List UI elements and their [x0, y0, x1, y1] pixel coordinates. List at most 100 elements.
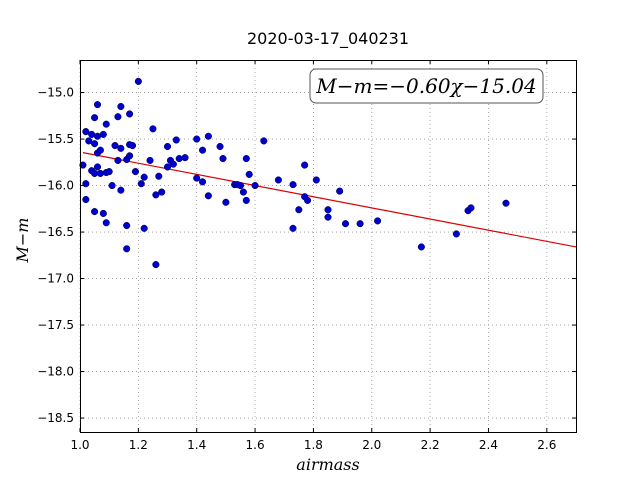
data-point [301, 161, 309, 169]
axis-ticks: 1.0 1.2 1.4 1.6 1.8 2.0 2.2 2.4 2.6 −15.0 −15.5 −16… [37, 60, 576, 452]
data-point [140, 173, 148, 181]
x-tick-label: 1.4 [187, 438, 206, 452]
data-point [126, 110, 134, 118]
data-point [193, 135, 201, 143]
data-point [216, 142, 224, 151]
x-tick-label: 1.0 [70, 438, 89, 452]
x-tick-label: 2.4 [479, 438, 498, 452]
data-point [140, 224, 148, 232]
data-point [245, 170, 253, 178]
data-point [152, 191, 160, 199]
data-point [82, 180, 90, 188]
y-tick-label: −18.0 [37, 365, 74, 379]
data-point [99, 209, 107, 217]
data-point [126, 152, 134, 160]
y-tick-label: −17.5 [37, 318, 74, 332]
data-point [417, 243, 425, 251]
data-point [111, 142, 119, 150]
data-point [324, 206, 332, 214]
data-point [131, 168, 139, 176]
data-point [172, 136, 180, 144]
data-point [193, 174, 201, 182]
data-point [289, 224, 297, 232]
data-point [146, 156, 154, 164]
data-point [88, 130, 96, 138]
y-tick-label: −16.0 [37, 179, 74, 193]
data-point [96, 169, 104, 178]
y-axis-label: M−m [13, 218, 32, 264]
data-point [324, 213, 332, 221]
data-point [93, 163, 102, 171]
data-point [169, 160, 177, 168]
data-point [108, 182, 116, 190]
y-tick-label: −15.0 [37, 86, 74, 100]
data-point [242, 196, 250, 204]
data-point [204, 132, 212, 140]
x-axis-label: airmass [296, 455, 359, 474]
data-point [242, 155, 250, 163]
data-point [155, 172, 163, 180]
data-point [452, 230, 460, 238]
data-point [85, 137, 93, 145]
data-point [239, 188, 247, 196]
data-point [163, 142, 172, 151]
data-point [123, 245, 131, 253]
data-point [91, 114, 99, 122]
annotation-text: M−m=−0.60χ−15.04 [315, 74, 536, 98]
data-point [304, 196, 312, 204]
data-point [102, 219, 110, 227]
data-point [102, 120, 110, 128]
data-point [175, 155, 183, 163]
data-point [105, 168, 113, 176]
data-point [117, 102, 125, 111]
data-points [79, 77, 510, 269]
data-point [79, 161, 87, 169]
data-point [82, 128, 90, 136]
data-point [181, 154, 189, 162]
data-point [502, 199, 510, 207]
plot-frame [80, 60, 577, 433]
data-point [341, 220, 350, 228]
x-tick-label: 1.6 [246, 438, 265, 452]
data-point [274, 176, 282, 184]
data-point [158, 188, 166, 196]
y-tick-label: −15.5 [37, 132, 74, 146]
data-point [251, 182, 259, 190]
data-point [163, 163, 172, 171]
data-point [204, 192, 212, 200]
x-tick-label: 2.0 [362, 438, 381, 452]
fit-equation-annotation: M−m=−0.60χ−15.04 [309, 68, 544, 104]
y-tick-label: −16.5 [37, 225, 74, 239]
data-point [117, 144, 125, 152]
chart-title: 2020-03-17_040231 [247, 29, 409, 49]
data-point [149, 125, 157, 133]
data-point [260, 137, 268, 145]
data-point [114, 156, 122, 164]
data-point [96, 146, 104, 154]
data-point [128, 142, 137, 150]
data-point [222, 198, 230, 206]
annotation-box [309, 68, 544, 104]
x-tick-label: 1.8 [304, 438, 323, 452]
y-tick-label: −17.0 [37, 272, 74, 286]
data-point [93, 132, 102, 140]
data-point [93, 101, 102, 109]
data-point [374, 217, 382, 225]
x-tick-label: 1.2 [129, 438, 148, 452]
x-tick-label: 2.6 [537, 438, 556, 452]
data-point [356, 220, 364, 228]
data-point [198, 146, 207, 154]
data-point [91, 140, 99, 148]
data-point [134, 77, 142, 85]
y-tick-label: −18.5 [37, 411, 74, 425]
data-point [117, 186, 125, 194]
data-point [114, 113, 122, 121]
data-point [289, 181, 297, 189]
x-tick-label: 2.2 [421, 438, 440, 452]
data-point [123, 221, 131, 230]
data-point [336, 187, 344, 195]
data-point [82, 195, 90, 204]
data-point [236, 182, 245, 190]
data-point [152, 261, 160, 269]
